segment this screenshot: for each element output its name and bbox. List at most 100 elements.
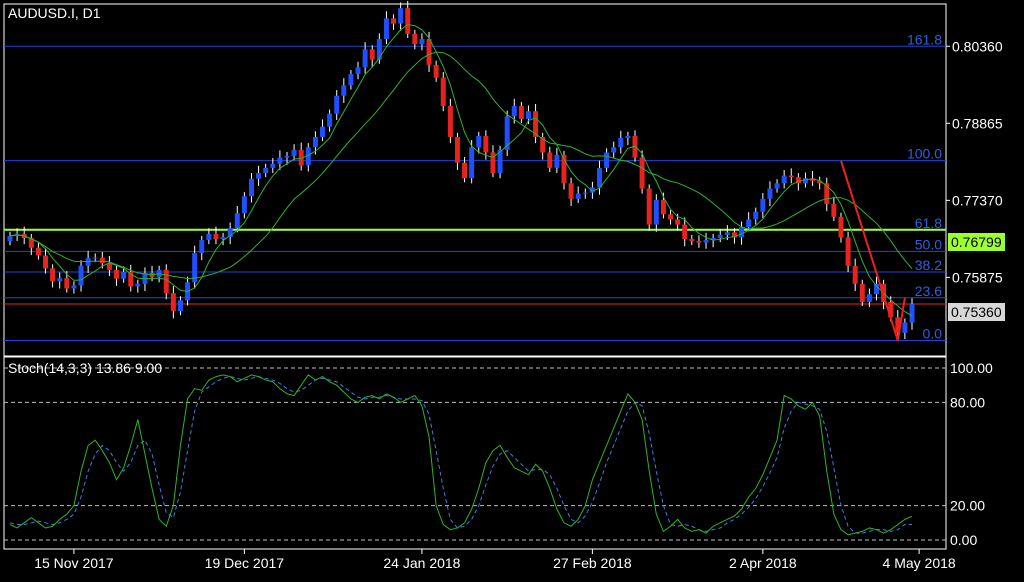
price-axis-label: 0.78865 xyxy=(952,115,1003,131)
fib-level-label: 161.8 xyxy=(907,31,942,47)
candle-body xyxy=(703,240,709,243)
candle-body xyxy=(270,163,276,168)
candle-body xyxy=(419,39,425,45)
candle-body xyxy=(92,257,98,259)
fib-anchor-line xyxy=(896,297,906,341)
candle-body xyxy=(909,303,915,323)
candle-body xyxy=(78,265,84,286)
candle-body xyxy=(163,269,169,294)
fib-level-label: 23.6 xyxy=(915,283,942,299)
candle-body xyxy=(256,173,262,179)
stoch-axis-label: 80.00 xyxy=(950,394,985,410)
moving-average-slow xyxy=(9,51,913,279)
candle-body xyxy=(611,147,617,153)
candle-body xyxy=(99,257,105,264)
candle-body xyxy=(568,183,574,199)
candle-body xyxy=(767,188,773,199)
candle-body xyxy=(398,8,404,24)
fib-level-label: 61.8 xyxy=(915,215,942,231)
fib-level-label: 50.0 xyxy=(915,236,942,252)
candle-body xyxy=(866,294,872,302)
candle-body xyxy=(71,285,77,289)
candle-body xyxy=(327,113,333,127)
candle-body xyxy=(604,152,610,168)
candle-body xyxy=(454,136,460,163)
candle-body xyxy=(391,18,397,24)
candle-body xyxy=(199,240,205,253)
candle-body xyxy=(817,180,823,184)
candle-body xyxy=(511,106,517,117)
candle-body xyxy=(43,255,49,269)
candle-body xyxy=(412,33,418,45)
candle-body xyxy=(177,300,183,312)
candle-body xyxy=(483,135,489,153)
candle-body xyxy=(731,232,737,238)
candle-body xyxy=(320,126,326,137)
candle-body xyxy=(824,183,830,204)
candle-body xyxy=(575,193,581,199)
candle-body xyxy=(717,234,723,238)
candle-body xyxy=(35,247,41,256)
candle-body xyxy=(220,236,226,240)
candle-body xyxy=(746,219,752,228)
candle-body xyxy=(845,237,851,266)
candle-body xyxy=(497,149,503,174)
candle-body xyxy=(7,235,13,242)
candle-body xyxy=(710,237,716,241)
candle-body xyxy=(241,196,247,214)
price-axis-label: 0.77370 xyxy=(952,192,1003,208)
stoch-main-line xyxy=(9,374,913,536)
candle-body xyxy=(106,263,112,270)
stoch-signal-line xyxy=(9,376,912,534)
stochastic-title: Stoch(14,3,3) 13.86 9.00 xyxy=(8,360,163,376)
candle-body xyxy=(28,237,34,248)
fib-anchor-line xyxy=(840,160,899,341)
candle-body xyxy=(57,278,63,282)
candle-body xyxy=(284,156,290,158)
candle-body xyxy=(753,211,759,220)
candle-body xyxy=(114,269,120,279)
time-axis-label: 2 Apr 2018 xyxy=(729,555,797,571)
stoch-axis-label: 20.00 xyxy=(950,498,985,514)
price-panel-frame xyxy=(3,3,947,357)
candle-body xyxy=(739,227,745,238)
price-axis-label: 0.75875 xyxy=(952,269,1003,285)
candle-body xyxy=(795,177,801,184)
candle-body xyxy=(589,187,595,193)
candle-body xyxy=(788,175,794,178)
candle-body xyxy=(831,203,837,217)
candle-body xyxy=(305,147,311,166)
candle-body xyxy=(802,178,808,184)
candle-body xyxy=(540,136,546,153)
candle-body xyxy=(213,233,219,240)
candle-body xyxy=(376,39,382,60)
candle-body xyxy=(525,111,531,119)
candle-body xyxy=(653,199,659,225)
chart-title: AUDUSD.I, D1 xyxy=(8,5,101,21)
candle-body xyxy=(547,152,553,168)
candle-body xyxy=(504,116,510,150)
candle-body xyxy=(334,95,340,114)
candle-body xyxy=(341,85,347,96)
candle-body xyxy=(170,293,176,312)
candle-body xyxy=(895,317,901,333)
candle-body xyxy=(277,157,283,164)
candle-body xyxy=(888,301,894,318)
candle-body xyxy=(206,233,212,241)
time-axis-label: 4 May 2018 xyxy=(883,555,956,571)
candle-body xyxy=(582,192,588,194)
candle-body xyxy=(639,157,645,189)
candle-body xyxy=(561,155,567,184)
candle-body xyxy=(696,241,702,243)
candle-body xyxy=(476,135,482,148)
candle-body xyxy=(447,106,453,137)
time-axis-label: 27 Feb 2018 xyxy=(553,555,632,571)
candle-body xyxy=(596,167,602,188)
candle-body xyxy=(682,224,688,240)
candle-body xyxy=(646,188,652,225)
candle-body xyxy=(689,239,695,242)
candle-body xyxy=(433,64,439,78)
candle-body xyxy=(781,175,787,184)
